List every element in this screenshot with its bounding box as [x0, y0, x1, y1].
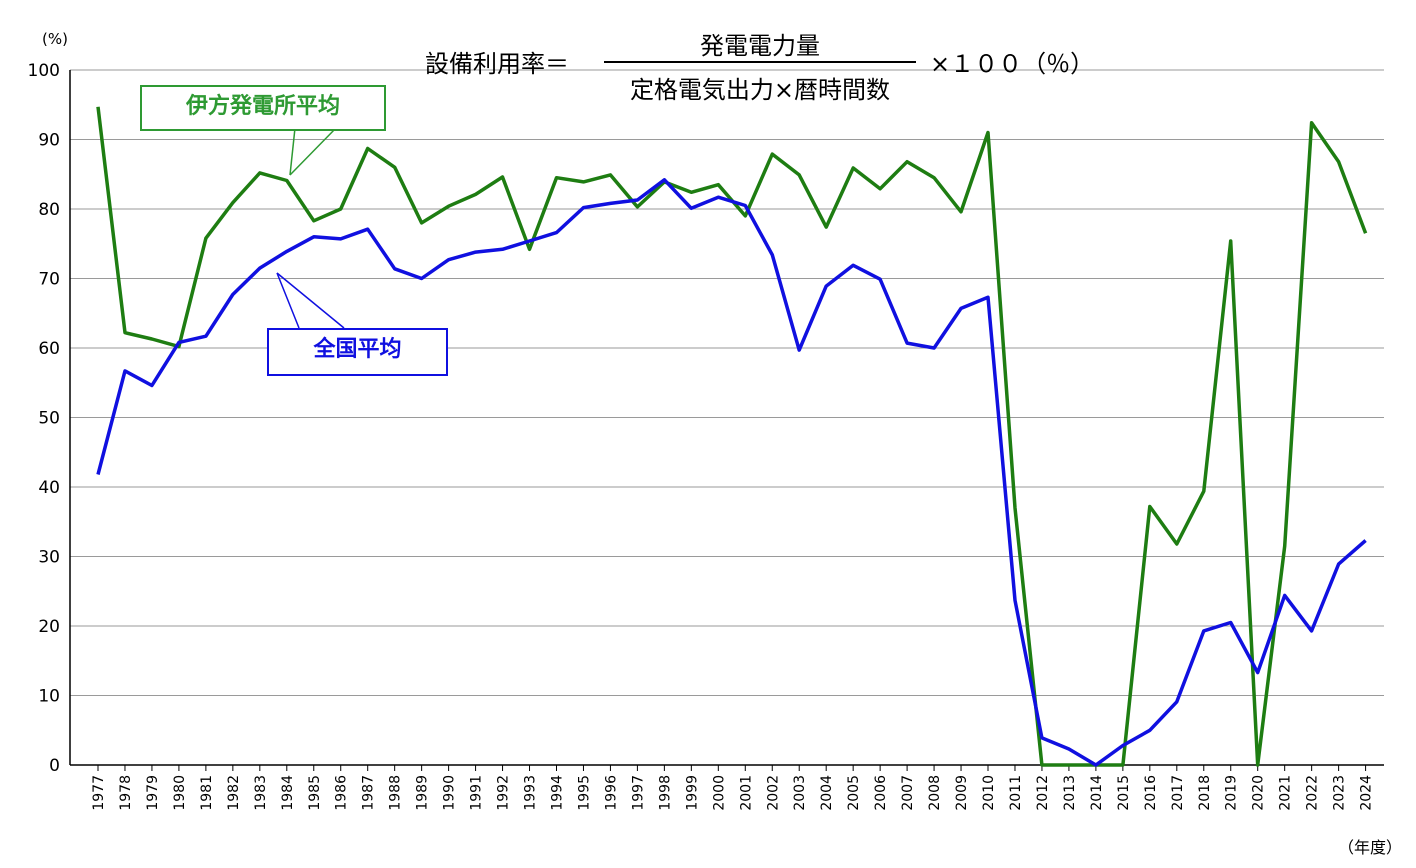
y-tick-label: 10 — [38, 687, 60, 707]
y-tick-label: 0 — [49, 756, 60, 776]
formula-numerator: 発電電力量 — [700, 32, 820, 60]
x-tick-label: 2007 — [900, 775, 916, 811]
x-tick-label: 2013 — [1062, 775, 1078, 811]
x-tick-label: 1986 — [334, 775, 350, 811]
legend-national-average: 全国平均 — [267, 328, 448, 376]
series-lines — [96, 106, 1368, 767]
x-tick-label: 1990 — [442, 775, 458, 811]
formula-denominator: 定格電気出力×暦時間数 — [629, 76, 891, 104]
formula-multiplier: ×１００（％） — [930, 50, 1095, 78]
series-line-1 — [96, 178, 1367, 767]
x-tick-label: 1994 — [549, 775, 565, 811]
x-axis-unit: （年度） — [1338, 838, 1403, 857]
x-tick-label: 2016 — [1143, 775, 1159, 811]
x-tick-label: 2020 — [1251, 775, 1267, 811]
y-tick-label: 20 — [38, 617, 60, 637]
callout-national-pointer-b — [276, 272, 345, 329]
x-tick-label: 1984 — [280, 775, 296, 811]
x-tick-label: 2014 — [1089, 775, 1105, 811]
x-tick-label: 1999 — [684, 775, 700, 811]
x-tick-label: 2023 — [1332, 775, 1348, 811]
x-tick-label: 2018 — [1197, 775, 1213, 811]
y-axis-unit: (%) — [42, 30, 68, 48]
x-tick-label: 2005 — [846, 775, 862, 811]
y-tick-label: 80 — [38, 200, 60, 220]
legend-ikata-average: 伊方発電所平均 — [140, 85, 386, 131]
y-tick-label: 30 — [38, 548, 60, 568]
callout-national-pointer-a — [276, 272, 300, 329]
x-tick-label: 2021 — [1278, 775, 1294, 811]
x-tick-label: 1998 — [657, 775, 673, 811]
y-tick-label: 90 — [38, 131, 60, 151]
x-tick-label: 1979 — [145, 775, 161, 811]
x-tick-label: 1978 — [118, 775, 134, 811]
callout-ikata-pointer-a — [289, 127, 296, 176]
x-tick-label: 1980 — [172, 775, 188, 811]
x-tick-label: 2009 — [954, 775, 970, 811]
x-tick-label: 1982 — [226, 775, 242, 811]
x-tick-label: 2012 — [1035, 775, 1051, 811]
x-tick-label: 1983 — [253, 775, 269, 811]
x-tick-label: 2002 — [765, 775, 781, 811]
x-tick-label: 2000 — [711, 775, 727, 811]
x-tick-label: 2004 — [819, 775, 835, 811]
x-tick-label: 2001 — [738, 775, 754, 811]
x-tick-label: 2008 — [927, 775, 943, 811]
y-tick-label: 100 — [28, 61, 60, 81]
x-tick-label: 2015 — [1116, 775, 1132, 811]
x-tick-label: 1987 — [361, 775, 377, 811]
x-tick-label: 2019 — [1224, 775, 1240, 811]
x-tick-label: 2011 — [1008, 775, 1024, 811]
y-tick-label: 50 — [38, 409, 60, 429]
x-tick-label: 1997 — [630, 775, 646, 811]
x-tick-label: 2010 — [981, 775, 997, 811]
x-tick-labels: 1977 1978 1979 1980 1981 1982 1983 1984 1985 1986… — [91, 765, 1375, 811]
y-tick-label: 40 — [38, 478, 60, 498]
x-tick-label: 1993 — [523, 775, 539, 811]
x-tick-label: 1977 — [91, 775, 107, 811]
x-tick-label: 1995 — [576, 775, 592, 811]
gridlines — [70, 69, 1384, 696]
x-tick-label: 1991 — [469, 775, 485, 811]
x-tick-label: 2003 — [792, 775, 808, 811]
callout-ikata-pointer-b — [289, 127, 337, 176]
x-tick-label: 2022 — [1305, 775, 1321, 811]
y-tick-label: 60 — [38, 339, 60, 359]
x-tick-label: 1992 — [496, 775, 512, 811]
x-tick-label: 1996 — [603, 775, 619, 811]
x-tick-label: 1988 — [388, 775, 404, 811]
x-tick-label: 2017 — [1170, 775, 1186, 811]
series-line-0 — [96, 106, 1368, 767]
x-tick-label: 1985 — [307, 775, 323, 811]
y-tick-label: 70 — [38, 270, 60, 290]
x-tick-label: 1989 — [415, 775, 431, 811]
formula-label: 設備利用率＝ — [425, 50, 569, 78]
y-tick-labels: 0 10 20 30 40 50 60 70 80 90 100 — [28, 61, 60, 776]
x-tick-label: 2006 — [873, 775, 889, 811]
formula-fraction-bar — [604, 61, 916, 63]
x-tick-label: 2024 — [1359, 775, 1375, 811]
x-tick-label: 1981 — [199, 775, 215, 811]
